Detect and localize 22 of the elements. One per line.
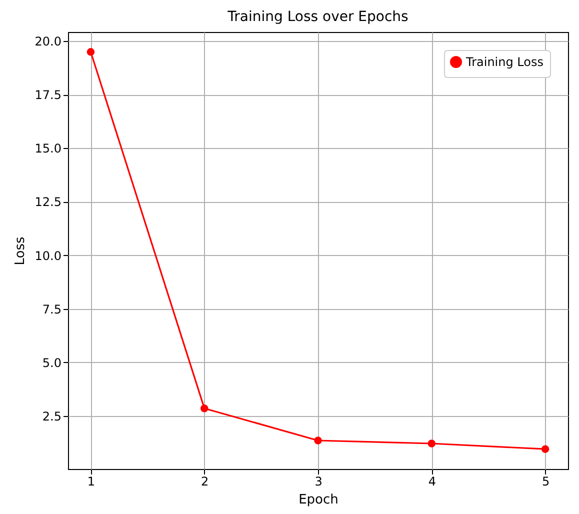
x-tick-label: 5: [542, 474, 550, 488]
y-tick-label: 20.0: [34, 34, 62, 48]
point: [428, 440, 436, 448]
y-tick-label: 7.5: [42, 302, 62, 316]
point: [86, 48, 95, 56]
point: [200, 404, 208, 412]
x-axis-title: Epoch: [298, 492, 338, 508]
y-tick-label: 10.0: [34, 248, 62, 263]
y-tick-label: 2.5: [42, 410, 62, 424]
x-tick-label: 3: [314, 474, 322, 488]
y-tick-label: 12.5: [34, 195, 62, 210]
point: [314, 436, 322, 444]
y-axis-title: Loss: [12, 236, 28, 266]
legend-label: Training Loss: [465, 55, 544, 69]
y-tick-label: 17.5: [34, 88, 62, 102]
y-tick-label: 15.0: [34, 142, 62, 156]
x-tick-label: 4: [428, 474, 436, 488]
x-tick-label: 1: [87, 474, 96, 488]
x-tick-label: 2: [201, 474, 209, 488]
y-tick-label: 5.0: [42, 356, 62, 370]
chart-title: Training Loss over Epochs: [226, 9, 408, 25]
point: [541, 445, 550, 453]
